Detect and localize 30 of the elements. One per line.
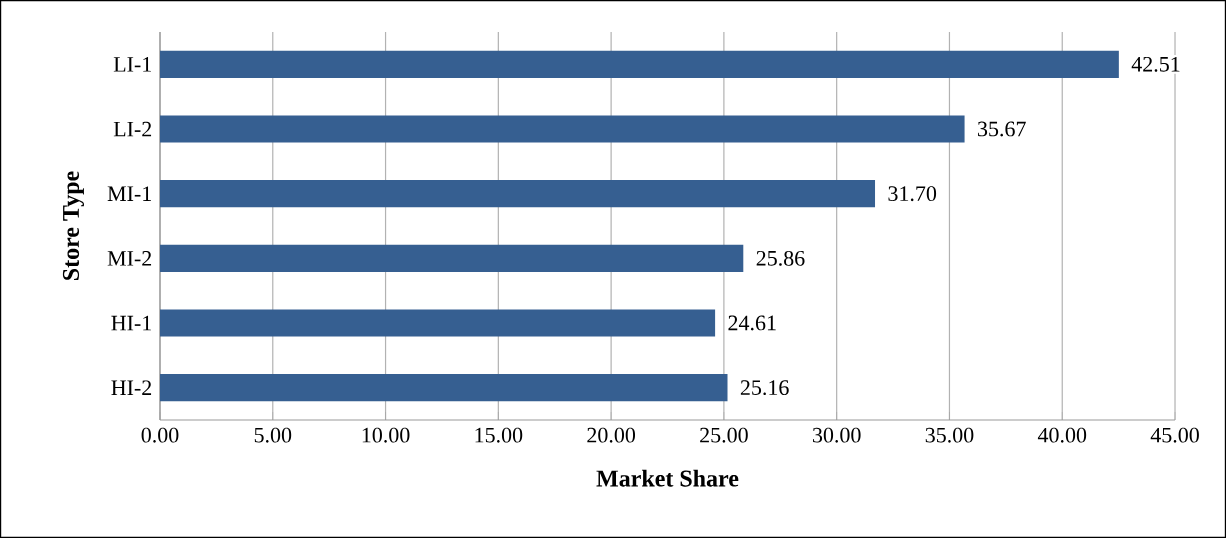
data-label: 25.86 bbox=[756, 250, 805, 266]
y-tick-label: MI-2 bbox=[107, 251, 152, 266]
y-tick-label: HI-1 bbox=[111, 315, 151, 331]
y-tick-label: LI-1 bbox=[113, 57, 151, 72]
bar bbox=[160, 180, 876, 208]
x-tick-label: 45.00 bbox=[1150, 427, 1199, 443]
y-tick-label: HI-2 bbox=[111, 380, 152, 395]
x-tick-label: 30.00 bbox=[812, 427, 861, 443]
data-label: 42.51 bbox=[1131, 56, 1180, 72]
bar bbox=[160, 309, 716, 337]
x-tick-label: 35.00 bbox=[925, 427, 974, 443]
bar bbox=[160, 50, 1119, 78]
bar bbox=[160, 115, 965, 143]
x-tick-label: 20.00 bbox=[587, 427, 636, 443]
y-tick-label: MI-1 bbox=[107, 186, 151, 201]
x-tick-label: 25.00 bbox=[700, 427, 748, 443]
x-tick-label: 0.00 bbox=[141, 427, 179, 443]
y-tick-label: LI-2 bbox=[113, 121, 152, 137]
y-axis-title: Store Type bbox=[62, 171, 84, 280]
x-axis-title: Market Share bbox=[596, 469, 739, 487]
bar bbox=[160, 244, 744, 272]
data-label: 24.61 bbox=[728, 315, 776, 331]
bar bbox=[160, 374, 728, 402]
data-label: 31.70 bbox=[888, 186, 937, 202]
x-tick-label: 15.00 bbox=[475, 427, 523, 443]
data-label: 25.16 bbox=[740, 380, 789, 396]
x-tick-label: 40.00 bbox=[1037, 427, 1087, 443]
data-label: 35.67 bbox=[978, 121, 1026, 137]
x-tick-label: 5.00 bbox=[254, 427, 292, 443]
x-tick-label: 10.00 bbox=[362, 427, 410, 443]
